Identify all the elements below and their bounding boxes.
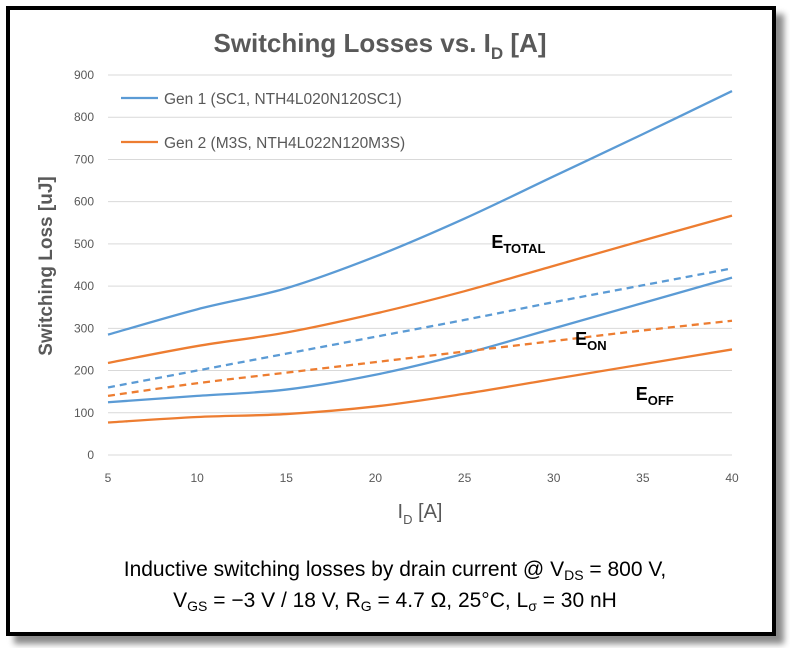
series-line-gen1-e-off xyxy=(107,276,733,404)
chart-title-suffix: [A] xyxy=(503,28,546,58)
caption-l-main: L xyxy=(516,589,529,612)
y-tick-label: 500 xyxy=(74,237,94,251)
y-tick-label: 300 xyxy=(74,321,94,335)
caption-vgs-sub: GS xyxy=(187,598,208,614)
figure-frame xyxy=(6,6,776,636)
caption-vds-sub: DS xyxy=(564,567,584,583)
x-tick-label: 10 xyxy=(190,471,204,485)
caption-rg-value: = 4.7 Ω, 25°C, xyxy=(371,589,517,612)
series-lines xyxy=(107,90,733,424)
tick-labels: 0 100 200 300 400 500 600 700 800 900 5 10 15 20 25 30 3… xyxy=(74,68,739,485)
y-tick-label: 600 xyxy=(74,195,94,209)
x-tick-label: 35 xyxy=(636,471,650,485)
y-tick-label: 100 xyxy=(74,406,94,420)
caption-vds-value: = 800 V, xyxy=(583,558,667,581)
annotations: ETOTAL EON EOFF xyxy=(491,232,673,408)
chart-title-main: Switching Losses vs. I xyxy=(213,28,490,58)
caption-line-1: Inductive switching losses by drain curr… xyxy=(0,558,790,583)
x-tick-label: 40 xyxy=(725,471,739,485)
caption-line-2: VGS = −3 V / 18 V, RG = 4.7 Ω, 25°C, Lσ … xyxy=(0,589,790,614)
y-tick-label: 400 xyxy=(74,279,94,293)
x-tick-label: 20 xyxy=(369,471,383,485)
caption-vgs-value: = −3 V / 18 V, xyxy=(207,589,346,612)
annotation-e-off: EOFF xyxy=(636,384,674,408)
caption-l-sub: σ xyxy=(528,598,537,614)
series-line-gen2-e-off xyxy=(107,348,733,424)
x-axis-label-main: I xyxy=(398,501,404,523)
legend-label-gen2: Gen 2 (M3S, NTH4L022N120M3S) xyxy=(164,135,405,152)
caption-vgs-main: V xyxy=(173,589,188,612)
series-line-gen2-e-total xyxy=(107,214,733,365)
x-tick-label: 25 xyxy=(458,471,472,485)
legend-label-gen1: Gen 1 (SC1, NTH4L020N120SC1) xyxy=(164,91,402,108)
annotation-e-on: EON xyxy=(575,329,607,353)
caption-rg-sub: G xyxy=(360,598,372,614)
caption-text: Inductive switching losses by drain curr… xyxy=(123,558,565,581)
series-line-gen1-e-total xyxy=(107,90,733,336)
caption-rg-main: R xyxy=(345,589,361,612)
x-axis-label: ID [A] xyxy=(398,501,443,527)
x-tick-label: 5 xyxy=(105,471,112,485)
x-tick-label: 15 xyxy=(280,471,294,485)
x-axis-label-sub: D xyxy=(403,512,412,527)
y-tick-label: 200 xyxy=(74,364,94,378)
y-tick-label: 0 xyxy=(87,448,94,462)
chart-title-sub: D xyxy=(491,44,503,63)
y-tick-label: 900 xyxy=(74,68,94,82)
series-line-gen2-e-on xyxy=(107,319,733,398)
y-tick-label: 700 xyxy=(74,152,94,166)
annotation-e-total: ETOTAL xyxy=(491,232,545,256)
caption-l-value: = 30 nH xyxy=(536,589,617,612)
legend: Gen 1 (SC1, NTH4L020N120SC1) Gen 2 (M3S,… xyxy=(121,91,405,152)
y-tick-label: 800 xyxy=(74,110,94,124)
y-axis-label: Switching Loss [uJ] xyxy=(36,176,57,355)
x-tick-label: 30 xyxy=(547,471,561,485)
series-line-gen1-e-on xyxy=(107,267,733,389)
chart-title: Switching Losses vs. ID [A] xyxy=(213,28,546,63)
x-axis-label-suffix: [A] xyxy=(412,501,442,523)
